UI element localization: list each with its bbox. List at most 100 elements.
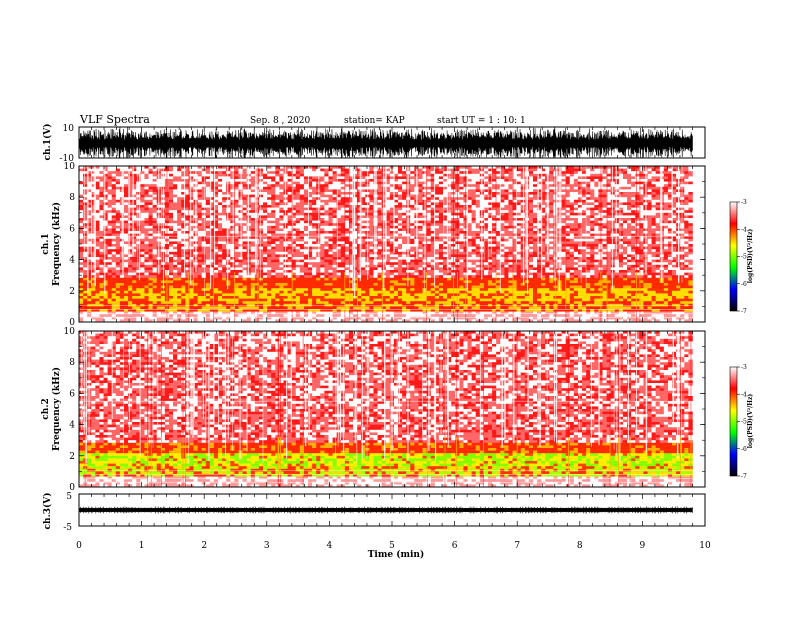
- spectrogram-cell: [181, 197, 185, 200]
- spectrogram-cell: [222, 205, 226, 208]
- spectrogram-cell: [251, 176, 255, 179]
- spectrogram-cell: [324, 293, 328, 296]
- spectrogram-cell: [328, 184, 332, 187]
- spectrogram-cell: [222, 202, 226, 205]
- spectrogram-cell: [328, 210, 332, 213]
- spectrogram-cell: [283, 314, 287, 317]
- spectrogram-cell: [230, 252, 234, 255]
- spectrogram-cell: [337, 312, 341, 315]
- spectrogram-cell: [398, 184, 402, 187]
- spectrogram-cell: [324, 262, 328, 265]
- spectrogram-cell: [398, 176, 402, 179]
- spectrogram-cell: [169, 314, 173, 317]
- spectrogram-cell: [99, 228, 103, 231]
- spectrogram-cell: [91, 296, 95, 299]
- spectrogram-cell: [345, 202, 349, 205]
- spectrogram-cell: [222, 241, 226, 244]
- spectrogram-cell: [288, 213, 292, 216]
- spectrogram-cell: [198, 262, 202, 265]
- spectrogram-cell: [243, 267, 247, 270]
- spectrogram-cell: [279, 184, 283, 187]
- spectrogram-cell: [206, 176, 210, 179]
- spectrogram-cell: [373, 262, 377, 265]
- spectrogram-cell: [345, 291, 349, 294]
- spectrogram-cell: [136, 241, 140, 244]
- spectrogram-cell: [202, 174, 206, 177]
- spectrogram-cell: [328, 205, 332, 208]
- spectrogram-cell: [271, 288, 275, 291]
- spectrogram-cell: [136, 226, 140, 229]
- spectrogram-cell: [112, 176, 116, 179]
- spectrogram-cell: [95, 257, 99, 260]
- spectrogram-cell: [378, 278, 382, 281]
- spectrogram-cell: [79, 236, 83, 239]
- spectrogram-cell: [267, 304, 271, 307]
- spectrogram-cell: [324, 187, 328, 190]
- spectrogram-cell: [333, 249, 337, 252]
- spectrogram-cell: [251, 179, 255, 182]
- spectrogram-cell: [112, 169, 116, 172]
- spectrogram-cell: [275, 280, 279, 283]
- spectrogram-cell: [324, 192, 328, 195]
- spectrogram-cell: [320, 270, 324, 273]
- spectrogram-cell: [369, 176, 373, 179]
- spectrogram-cell: [333, 179, 337, 182]
- spectrogram-cell: [386, 314, 390, 317]
- spectrogram-cell: [300, 288, 304, 291]
- spectrogram-cell: [394, 257, 398, 260]
- spectrogram-cell: [333, 218, 337, 221]
- spectrogram-cell: [263, 228, 267, 231]
- spectrogram-cell: [361, 260, 365, 263]
- spectrogram-cell: [259, 267, 263, 270]
- spectrogram-cell: [267, 275, 271, 278]
- spectrogram-cell: [234, 293, 238, 296]
- spectrogram-cell: [83, 239, 87, 242]
- spectrogram-cell: [271, 208, 275, 211]
- spectrogram-cell: [296, 293, 300, 296]
- spectrogram-cell: [144, 314, 148, 317]
- spectrogram-cell: [398, 262, 402, 265]
- spectrogram-cell: [144, 169, 148, 172]
- spectrogram-cell: [378, 241, 382, 244]
- spectrogram-cell: [259, 249, 263, 252]
- spectrogram-cell: [95, 189, 99, 192]
- spectrogram-cell: [234, 226, 238, 229]
- spectrogram-cell: [104, 184, 108, 187]
- spectrogram-cell: [373, 296, 377, 299]
- spectrogram-cell: [124, 197, 128, 200]
- spectrogram-cell: [226, 270, 230, 273]
- spectrogram-cell: [378, 213, 382, 216]
- spectrogram-cell: [279, 241, 283, 244]
- spectrogram-cell: [104, 169, 108, 172]
- spectrogram-cell: [398, 169, 402, 172]
- spectrogram-cell: [263, 306, 267, 309]
- spectrogram-cell: [328, 296, 332, 299]
- spectrogram-cell: [296, 218, 300, 221]
- spectrogram-cell: [390, 299, 394, 302]
- spectrogram-cell: [112, 200, 116, 203]
- spectrogram-cell: [222, 215, 226, 218]
- spectrogram-cell: [140, 296, 144, 299]
- spectrogram-cell: [316, 301, 320, 304]
- spectrogram-cell: [263, 244, 267, 247]
- spectrogram-cell: [402, 195, 406, 198]
- spectrogram-cell: [112, 288, 116, 291]
- spectrogram-cell: [194, 280, 198, 283]
- spectrogram-cell: [316, 267, 320, 270]
- spectrogram-cell: [312, 179, 316, 182]
- spectrogram-cell: [251, 280, 255, 283]
- spectrogram-cell: [112, 244, 116, 247]
- spectrogram-cell: [369, 228, 373, 231]
- spectrogram-cell: [95, 304, 99, 307]
- spectrogram-cell: [263, 236, 267, 239]
- spectrogram-cell: [296, 257, 300, 260]
- spectrogram-cell: [79, 213, 83, 216]
- spectrogram-cell: [345, 314, 349, 317]
- spectrogram-cell: [279, 197, 283, 200]
- spectrogram-cell: [230, 210, 234, 213]
- spectrogram-cell: [304, 192, 308, 195]
- spectrogram-cell: [206, 262, 210, 265]
- spectrogram-cell: [108, 275, 112, 278]
- spectrogram-cell: [206, 205, 210, 208]
- spectrogram-cell: [247, 304, 251, 307]
